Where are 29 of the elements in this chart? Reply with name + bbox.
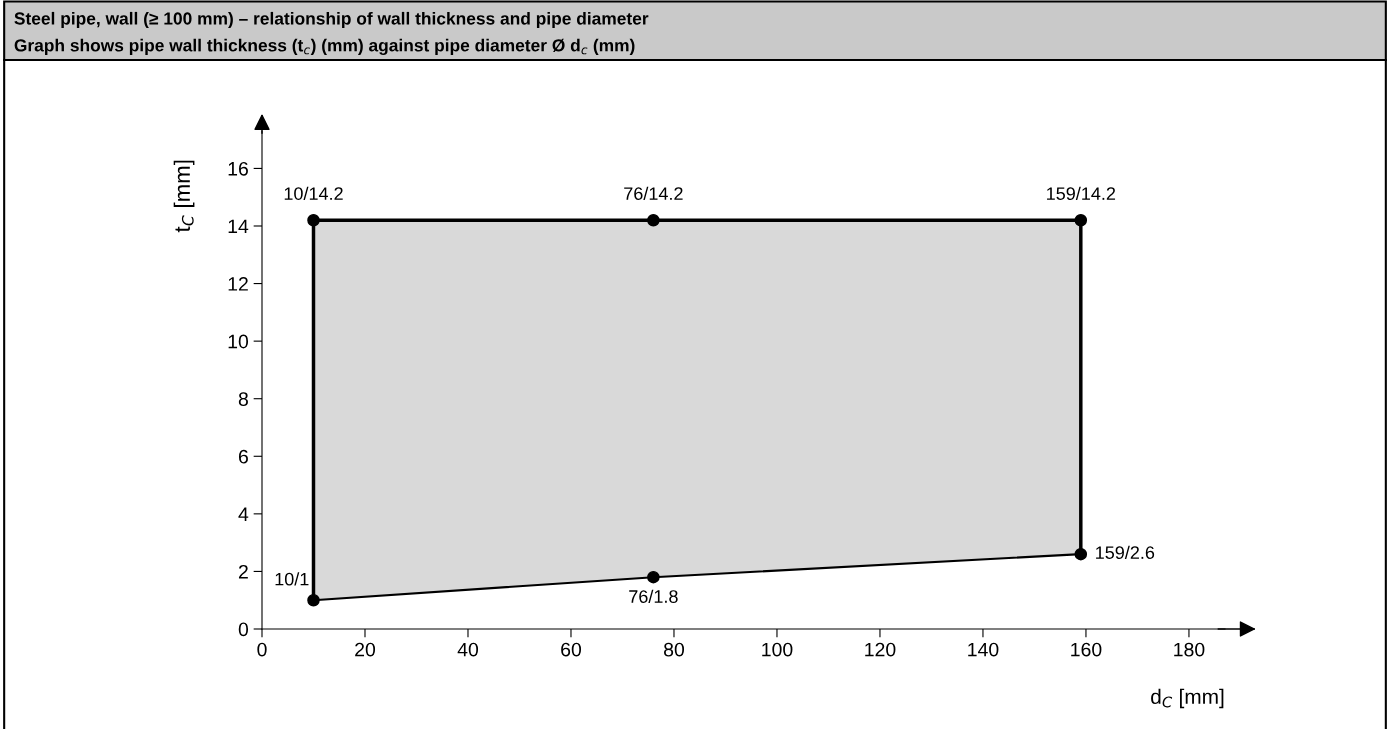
- data-label: 76/1.8: [629, 589, 678, 603]
- x-tick-label: 60: [561, 642, 582, 657]
- x-tick-label: 80: [664, 642, 685, 657]
- x-tick-label: 140: [968, 642, 999, 657]
- y-tick-label: 12: [228, 277, 248, 291]
- y-axis-title: t$_{C}$ [mm]: [173, 160, 195, 233]
- y-tick-label: 2: [238, 564, 248, 579]
- data-label: 159/2.6: [1096, 545, 1155, 559]
- data-label: 159/14.2: [1047, 186, 1116, 200]
- data-label: 10/1: [275, 572, 309, 586]
- x-tick-label: 0: [257, 642, 267, 657]
- x-tick-label: 160: [1071, 642, 1102, 657]
- x-tick-label: 20: [355, 642, 376, 657]
- data-label: 10/14.2: [284, 186, 343, 200]
- chart-subtitle: Graph shows pipe wall thickness (t$_{c}$) (mm) against pipe diameter Ø d$_{c}$ (mm): [14, 38, 635, 56]
- data-label: 76/14.2: [624, 186, 683, 200]
- y-tick-label: 10: [228, 334, 249, 349]
- y-tick-label: 16: [228, 161, 248, 176]
- y-tick-label: 6: [238, 449, 248, 464]
- y-tick-label: 0: [238, 622, 249, 637]
- x-tick-label: 40: [457, 642, 479, 657]
- y-tick-label: 4: [238, 507, 249, 521]
- x-axis-title: d$_{C}$ [mm]: [1151, 688, 1224, 709]
- y-tick-label: 14: [228, 219, 249, 234]
- y-tick-label: 8: [238, 392, 248, 406]
- x-tick-label: 120: [865, 642, 896, 657]
- chart-title: Steel pipe, wall (≥ 100 mm) – relationship of wall thickness and pipe diameter: [14, 11, 649, 29]
- x-tick-label: 100: [762, 642, 793, 657]
- x-tick-label: 180: [1174, 642, 1205, 657]
